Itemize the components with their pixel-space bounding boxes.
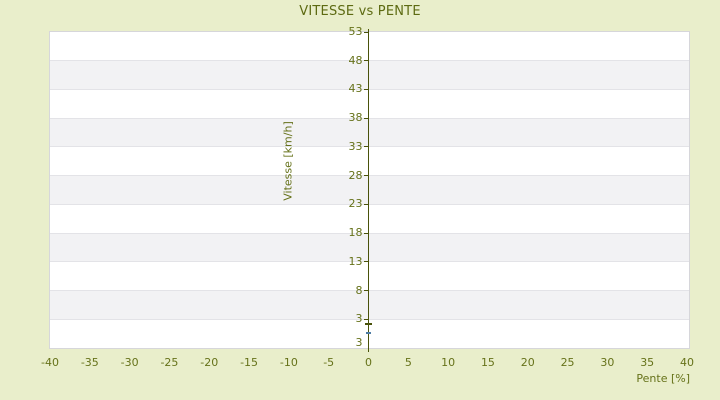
x-tick-label: 40 <box>680 356 694 369</box>
y-tick-label: 3 <box>355 336 363 349</box>
y-tick-label: 48 <box>348 53 363 67</box>
y-tick-mark <box>364 117 368 119</box>
x-axis-title: Pente [%] <box>636 372 690 385</box>
grid-band <box>50 233 689 262</box>
y-tick-mark <box>364 60 368 62</box>
data-marker-vitesse-point-olive <box>365 322 372 325</box>
grid-band <box>50 175 689 205</box>
x-tick-label: -25 <box>160 356 179 369</box>
y-tick-mark <box>364 31 368 33</box>
y-tick-mark <box>364 203 368 205</box>
data-marker-vitesse-point-blue <box>366 332 371 335</box>
grid-band <box>50 290 689 320</box>
grid-line <box>50 261 689 263</box>
grid-line <box>50 318 689 320</box>
y-tick-label: 18 <box>348 226 363 240</box>
y-tick-label: 3 <box>355 312 363 326</box>
y-tick-label: 13 <box>348 254 363 268</box>
grid-line <box>50 117 689 119</box>
x-tick-label: -30 <box>120 356 139 369</box>
grid-line <box>50 60 689 62</box>
y-axis-line <box>367 29 370 352</box>
x-tick-label: -20 <box>200 356 219 369</box>
grid-line <box>50 146 689 148</box>
grid-line <box>50 203 689 205</box>
y-tick-label: 28 <box>348 168 363 182</box>
grid-band <box>50 118 689 147</box>
x-tick-label: -35 <box>80 356 99 369</box>
grid-band <box>50 146 689 176</box>
x-tick-label: 0 <box>365 356 372 369</box>
y-tick-mark <box>364 261 368 263</box>
y-tick-mark <box>364 146 368 148</box>
x-tick-label: 30 <box>600 356 615 369</box>
x-tick-label: -10 <box>279 356 298 369</box>
y-tick-mark <box>364 175 368 177</box>
x-tick-label: -5 <box>323 356 335 369</box>
x-tick-label: -15 <box>240 356 259 369</box>
x-tick-label: 10 <box>441 356 456 369</box>
grid-band <box>50 204 689 234</box>
y-tick-label: 38 <box>348 111 363 125</box>
y-tick-mark <box>364 232 368 234</box>
x-tick-label: 20 <box>520 356 535 369</box>
grid-band <box>50 32 689 61</box>
grid-line <box>50 175 689 177</box>
x-tick-label: -40 <box>41 356 59 369</box>
y-tick-label: 43 <box>348 82 363 96</box>
y-tick-mark <box>364 88 368 90</box>
grid-band <box>50 60 689 90</box>
y-tick-label: 53 <box>348 25 363 38</box>
y-tick-mark <box>364 318 368 320</box>
y-axis-title: Vitesse [km/h] <box>281 121 295 201</box>
chart-title: VITESSE vs PENTE <box>299 4 421 19</box>
grid-line <box>50 290 689 292</box>
y-tick-label: 33 <box>348 139 363 153</box>
grid-line <box>50 88 689 90</box>
x-tick-label: 15 <box>480 356 495 369</box>
plot-area[interactable]: 53 48 43 38 33 28 23 18 13 8 3 3 <box>49 25 690 352</box>
x-tick-label: 35 <box>640 356 655 369</box>
y-tick-label: 23 <box>348 197 363 211</box>
y-tick-label: 8 <box>355 283 363 297</box>
x-tick-label: 25 <box>560 356 575 369</box>
y-tick-mark <box>364 290 368 292</box>
x-tick-label: 5 <box>404 356 412 369</box>
grid-band <box>50 89 689 119</box>
grid-line <box>50 232 689 234</box>
grid-band <box>50 261 689 291</box>
